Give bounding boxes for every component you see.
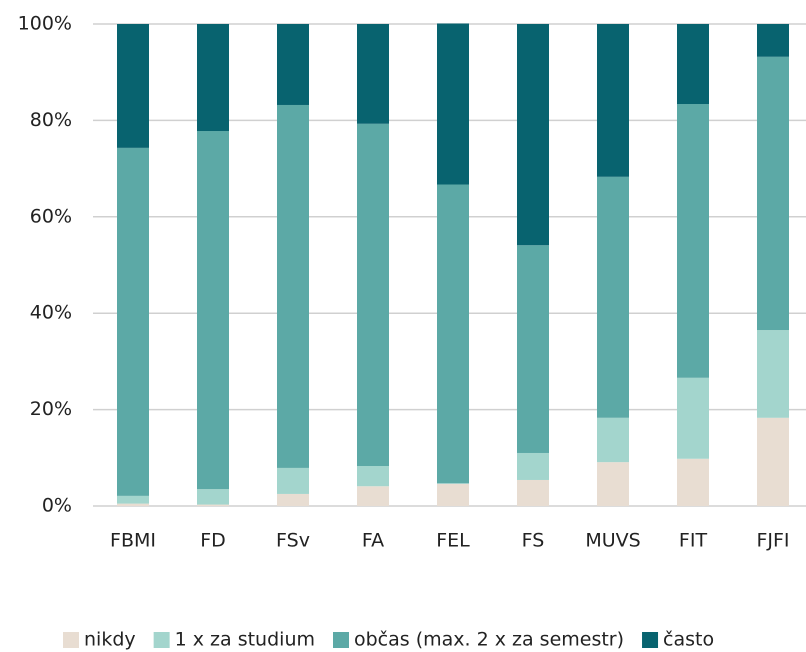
bar-segment	[117, 147, 149, 496]
legend-label: nikdy	[84, 629, 136, 651]
legend-swatch	[642, 632, 659, 648]
bar-segment	[357, 486, 389, 506]
legend-swatch	[333, 632, 349, 648]
bar-segment	[757, 24, 789, 57]
y-tick-label: 40%	[30, 302, 72, 324]
bar-segment	[757, 56, 789, 331]
bar-segment	[357, 24, 389, 124]
bar-segment	[597, 176, 629, 418]
y-tick-label: 20%	[30, 398, 72, 420]
bar-segment	[277, 493, 309, 506]
x-tick-label: MUVS	[585, 530, 640, 552]
x-tick-label: FA	[362, 530, 384, 552]
legend-label: občas (max. 2 x za semestr)	[354, 629, 624, 651]
bar-segment	[757, 417, 789, 506]
bar-segment	[197, 504, 229, 506]
bar-segment	[517, 452, 549, 480]
legend-label: 1 x za studium	[175, 629, 315, 651]
bar-segment	[677, 104, 709, 378]
bar-segment	[517, 479, 549, 506]
x-tick-label: FJFI	[756, 530, 789, 552]
x-tick-label: FBMI	[110, 530, 156, 552]
bar-segment	[597, 24, 629, 177]
bar-segment	[757, 330, 789, 418]
y-tick-label: 100%	[18, 13, 72, 35]
x-tick-label: FD	[200, 530, 226, 552]
bar-segment	[677, 377, 709, 459]
bar-segment	[197, 489, 229, 505]
bar-segment	[197, 24, 229, 132]
bar-segment	[277, 104, 309, 468]
bar-segment	[437, 184, 469, 484]
legend-swatch	[153, 632, 170, 648]
bar-segment	[677, 458, 709, 506]
bar-segment	[597, 417, 629, 463]
bar-segment	[517, 245, 549, 453]
bar-segment	[117, 495, 149, 504]
legend-label: často	[663, 629, 714, 651]
x-tick-label: FEL	[436, 530, 470, 552]
y-tick-label: 60%	[30, 205, 72, 227]
x-tick-label: FSv	[276, 530, 310, 552]
y-tick-label: 0%	[42, 495, 72, 517]
bar-segment	[437, 23, 469, 185]
bar-segment	[437, 483, 469, 506]
bar-segment	[357, 123, 389, 466]
bar-segment	[117, 503, 149, 506]
bar-segment	[677, 24, 709, 105]
bar-segment	[277, 467, 309, 494]
y-tick-label: 80%	[30, 109, 72, 131]
bar-segment	[197, 131, 229, 490]
legend-swatch	[63, 632, 79, 648]
x-tick-label: FS	[522, 530, 545, 552]
bar-segment	[277, 24, 309, 105]
x-tick-label: FIT	[679, 530, 708, 552]
bar-segment	[357, 465, 389, 487]
bar-segment	[517, 24, 549, 246]
bar-segment	[117, 24, 149, 148]
bar-segment	[597, 462, 629, 506]
